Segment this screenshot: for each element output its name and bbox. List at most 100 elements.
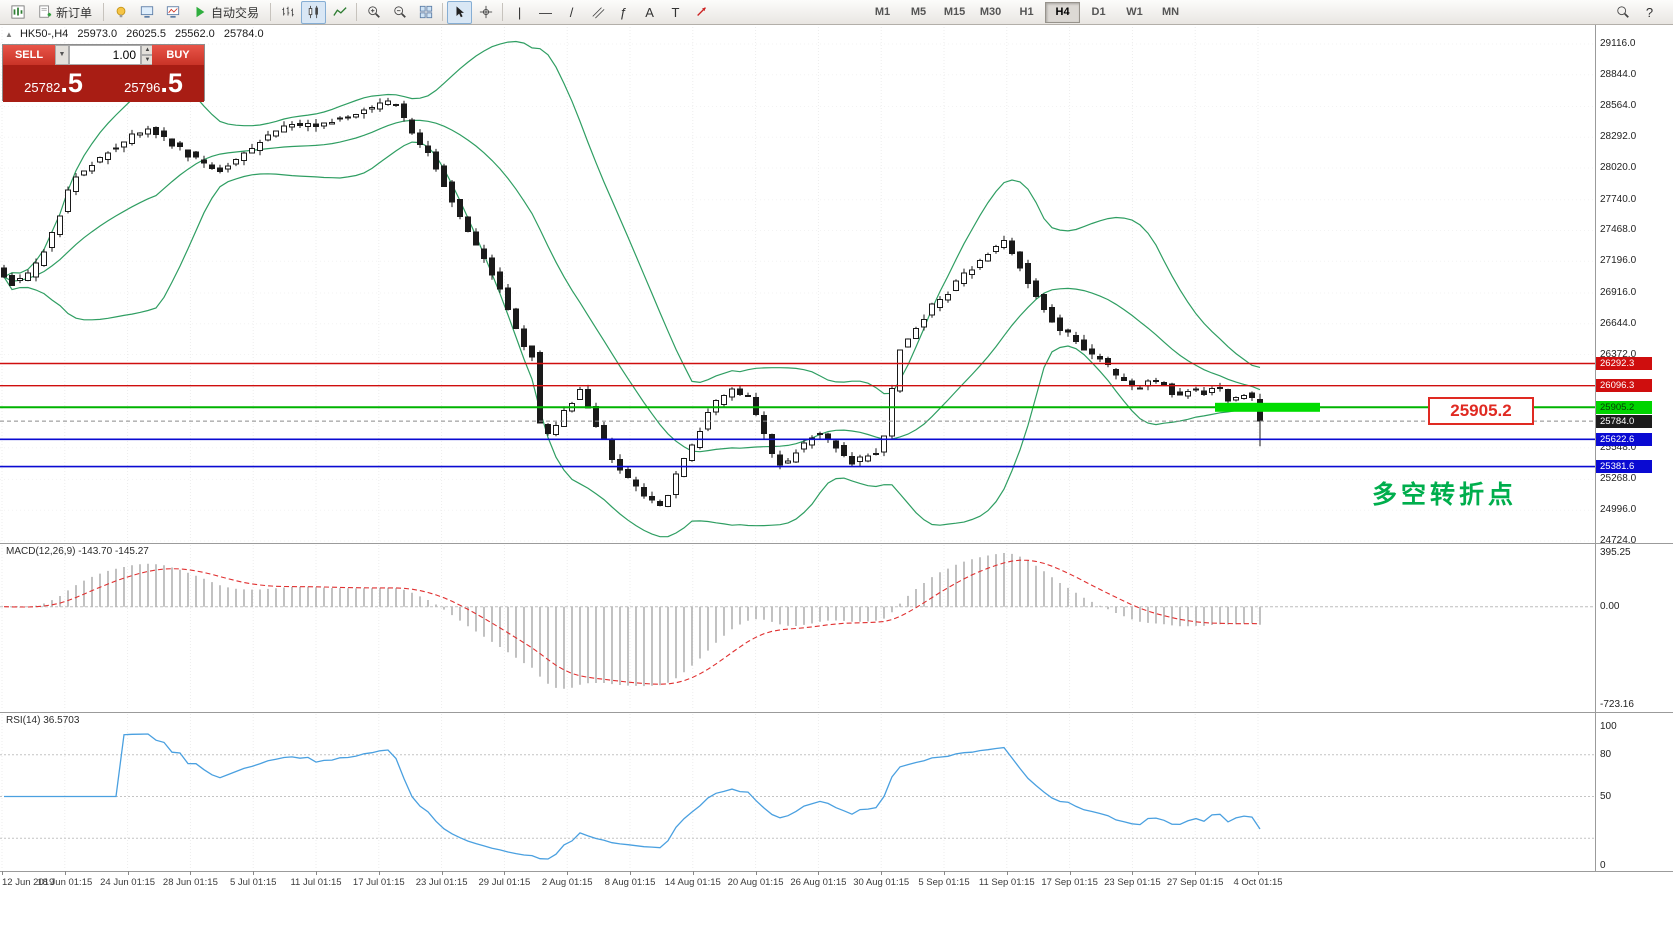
candlestick-chart-icon[interactable] [301,0,327,24]
sell-price[interactable]: 25782 .5 [3,65,105,102]
time-label: 27 Sep 01:15 [1166,877,1224,888]
time-label: 28 Jun 01:15 [162,877,218,888]
macd-pane-separator[interactable] [0,543,1673,544]
buy-price[interactable]: 25796 .5 [103,65,204,102]
timeframe-button-M1[interactable]: M1 [874,6,891,18]
ohlc-close: 25784.0 [223,28,264,40]
time-label: 30 Aug 01:15 [853,877,910,888]
ohlc-low: 25562.0 [175,28,215,40]
zoom-out-icon[interactable] [387,1,412,24]
time-tick [316,871,317,875]
price-tick-28020.0: 28020.0 [1600,162,1637,174]
time-label: 5 Jul 01:15 [229,877,277,888]
price-tag-25381.6: 25381.6 [1596,460,1652,474]
timeframe-button-H1[interactable]: H1 [1019,6,1034,18]
time-label: 8 Aug 01:15 [604,877,656,888]
chart-window-icon[interactable] [5,1,30,24]
time-tick [127,871,129,875]
toolbar: 新订单 自动交易 [0,0,1673,25]
toolbar-separator [502,3,504,21]
time-tick [378,871,380,875]
macd-tick-395.25: 395.25 [1600,546,1631,558]
macd-pane[interactable] [0,543,1595,712]
time-label: 12 Jun 2019 [2,877,55,888]
rsi-tick-100: 100 [1600,721,1617,732]
line-chart-icon[interactable] [327,1,352,24]
channel-icon[interactable] [585,1,610,24]
price-annotation-box[interactable]: 25905.2 [1428,397,1534,425]
price-tag-25784.0: 25784.0 [1596,414,1652,428]
tile-windows-icon[interactable] [413,1,438,24]
sell-button[interactable]: SELL [3,45,55,65]
toolbar-separator [103,3,105,21]
timeframe-toolbar: M1 M5 M15 M30 H1 H4 D1 W1 MN [865,1,1188,23]
time-label: 11 Jul 01:15 [290,877,342,888]
macd-tick--723.16: -723.16 [1600,698,1634,710]
time-tick [1258,871,1259,875]
macd-indicator-label: MACD(12,26,9) -143.70 -145.27 [6,546,149,557]
label-icon[interactable]: T [671,4,680,20]
fibonacci-icon[interactable]: ƒ [619,4,628,20]
time-label: 5 Sep 01:15 [918,877,970,888]
favorites-icon[interactable] [108,1,133,24]
time-tick [944,871,945,875]
ohlc-open: 25973.0 [77,28,118,40]
new-order-button[interactable]: 新订单 [31,1,99,24]
price-tick-29116.0: 29116.0 [1600,38,1636,49]
price-tag-25905.2: 25905.2 [1596,400,1652,414]
time-label: 4 Oct 01:15 [1233,877,1283,888]
zoom-in-icon[interactable] [361,1,386,24]
timeframe-button-MN[interactable]: MN [1161,6,1180,18]
vertical-line-icon[interactable]: | [517,4,522,20]
price-tick-25268.0: 25268.0 [1600,473,1637,485]
search-icon[interactable] [1610,1,1635,24]
time-label: 29 Jul 01:15 [478,877,531,888]
strategy-tester-icon[interactable] [160,1,185,24]
volume-dropdown[interactable]: ▼ [55,45,69,65]
crosshair-icon[interactable] [473,1,498,24]
time-tick [253,871,255,875]
time-label: 26 Aug 01:15 [790,877,847,888]
rsi-pane-separator[interactable] [0,712,1673,713]
text-icon[interactable]: A [645,4,654,20]
main-price-pane[interactable] [0,25,1595,543]
chart-info-line: ▲ HK50-,H4 25973.0 26025.5 25562.0 25784… [5,28,270,40]
price-axis-separator [1595,25,1596,871]
rsi-pane[interactable] [0,712,1595,871]
price-tag-26096.3: 26096.3 [1596,379,1652,393]
toolbar-separator [356,3,358,21]
timeframe-button-M30[interactable]: M30 [979,6,1002,18]
auto-trading-button[interactable]: 自动交易 [186,1,266,24]
time-tick [1195,871,1197,875]
timeframe-button-D1[interactable]: D1 [1091,6,1106,18]
rsi-tick-0: 0 [1600,860,1606,871]
timeframe-button-H4[interactable]: H4 [1045,1,1081,23]
bar-chart-icon[interactable] [275,1,300,24]
cursor-icon[interactable] [447,0,473,24]
collapse-panel-icon[interactable]: ▲ [5,30,13,39]
buy-button[interactable]: BUY [152,45,204,65]
time-label: 23 Jul 01:15 [415,877,468,888]
turning-point-annotation[interactable]: 多空转折点 [1372,481,1518,509]
timeframe-button-M5[interactable]: M5 [910,6,927,18]
price-tick-24996.0: 24996.0 [1600,504,1637,516]
terminal-icon[interactable] [134,1,159,24]
volume-input[interactable] [69,45,141,65]
timeframe-button-W1[interactable]: W1 [1126,6,1143,18]
time-tick [567,871,569,875]
time-tick [755,871,757,875]
help-icon[interactable]: ? [1645,4,1654,20]
time-tick [190,871,192,875]
arrows-icon[interactable] [689,1,714,24]
time-label: 17 Jul 01:15 [352,877,405,888]
timeframe-button-M15[interactable]: M15 [943,6,966,18]
trendline-icon[interactable]: / [569,4,574,20]
one-click-trading-panel: SELL ▼ ▲ ▼ BUY 25782 .5 25796 .5 [2,44,205,102]
price-tick-26372.0: 26372.0 [1600,348,1637,360]
time-tick [504,871,506,875]
time-tick [630,871,631,875]
time-tick [881,871,883,875]
time-label: 14 Aug 01:15 [664,877,721,888]
horizontal-line-icon[interactable]: — [539,4,553,20]
time-label: 11 Sep 01:15 [978,877,1035,888]
